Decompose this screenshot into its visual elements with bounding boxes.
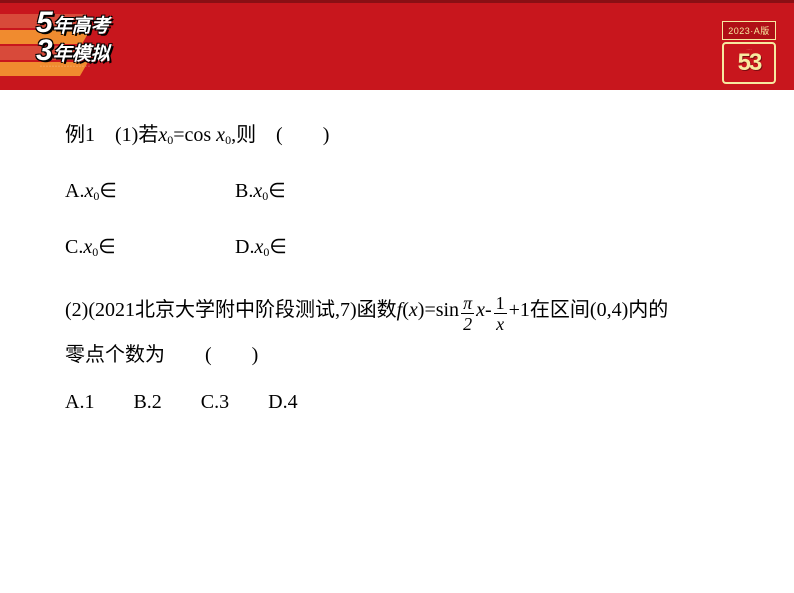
q1-opt-A: A.x0∈ — [65, 176, 230, 206]
q2-frac1-den: 2 — [461, 313, 474, 333]
q2-x: x — [409, 299, 418, 321]
q2-lpar: ( — [402, 299, 409, 321]
q1-B-post: ∈ — [268, 180, 285, 202]
q2-frac1-num: π — [461, 294, 474, 313]
q1-stem: 例1 (1)若x0=cos x0,则 ( ) — [65, 120, 735, 150]
book-subtitle: ················· — [40, 64, 91, 70]
q2-line2: 零点个数为 ( ) — [65, 333, 735, 377]
q2-pre: (2)(2021北京大学附中阶段测试,7)函数 — [65, 299, 397, 321]
book-title: 5年高考 3年模拟 — [36, 6, 110, 68]
q1-C-post: ∈ — [98, 236, 115, 258]
badge-body: ···· 53 — [722, 42, 776, 84]
q1-opt-B: B.x0∈ — [235, 176, 286, 206]
header-bar: 5年高考 3年模拟 ················· 2023·A版 ····… — [0, 0, 794, 90]
q1-A-pre: A. — [65, 180, 84, 202]
q1-B-pre: B. — [235, 180, 253, 202]
badge-sub: ···· — [746, 47, 751, 52]
q2-frac2: 1x — [494, 294, 507, 333]
q2-frac2-den: x — [494, 313, 507, 333]
q2-frac1: π2 — [461, 294, 474, 333]
q2-ans-A: A.1 — [65, 387, 94, 417]
book-line2: 3年模拟 — [36, 34, 110, 68]
q1-x0-l: x — [158, 124, 167, 146]
q1-A-post: ∈ — [99, 180, 116, 202]
q2-answers: A.1 B.2 C.3 D.4 — [65, 387, 735, 417]
q2-minus: - — [485, 299, 492, 321]
logo-left: 5年高考 3年模拟 ················· — [0, 0, 135, 93]
q1-eq-mid: =cos — [173, 124, 216, 146]
logo-right: 2023·A版 ···· 53 — [722, 21, 776, 84]
q2-stem: (2)(2021北京大学附中阶段测试,7)函数f(x)=sinπ2x-1x+1在… — [65, 288, 735, 377]
q1-opt-C: C.x0∈ — [65, 232, 230, 262]
q1-B-var: x — [253, 180, 262, 202]
q2-plus1: +1在区间(0,4)内的 — [509, 299, 669, 321]
book-num-3: 3 — [36, 34, 53, 67]
q2-ans-C: C.3 — [201, 387, 229, 417]
q1-C-var: x — [83, 236, 92, 258]
q1-opts-row2: C.x0∈ D.x0∈ — [65, 232, 735, 262]
badge-53: 53 — [738, 49, 761, 77]
q1-C-pre: C. — [65, 236, 83, 258]
q1-D-pre: D. — [235, 236, 254, 258]
q1-A-var: x — [84, 180, 93, 202]
q1-D-var: x — [254, 236, 263, 258]
q1-label: 例1 (1)若 — [65, 124, 158, 146]
q1-tail: ,则 ( ) — [231, 124, 329, 146]
q1-x0-r: x — [216, 124, 225, 146]
q2-xmid: x — [476, 299, 485, 321]
q2-ans-D: D.4 — [268, 387, 297, 417]
q1-D-post: ∈ — [269, 236, 286, 258]
q2-eq: =sin — [424, 299, 459, 321]
book-txt-2: 年模拟 — [53, 44, 110, 65]
q1-opts-row1: A.x0∈ B.x0∈ — [65, 176, 735, 206]
q2-frac2-num: 1 — [494, 294, 507, 313]
badge-year: 2023·A版 — [722, 21, 776, 40]
q2-ans-B: B.2 — [133, 387, 161, 417]
content-area: 例1 (1)若x0=cos x0,则 ( ) A.x0∈ B.x0∈ C.x0∈… — [65, 120, 735, 443]
q1-opt-D: D.x0∈ — [235, 232, 287, 262]
